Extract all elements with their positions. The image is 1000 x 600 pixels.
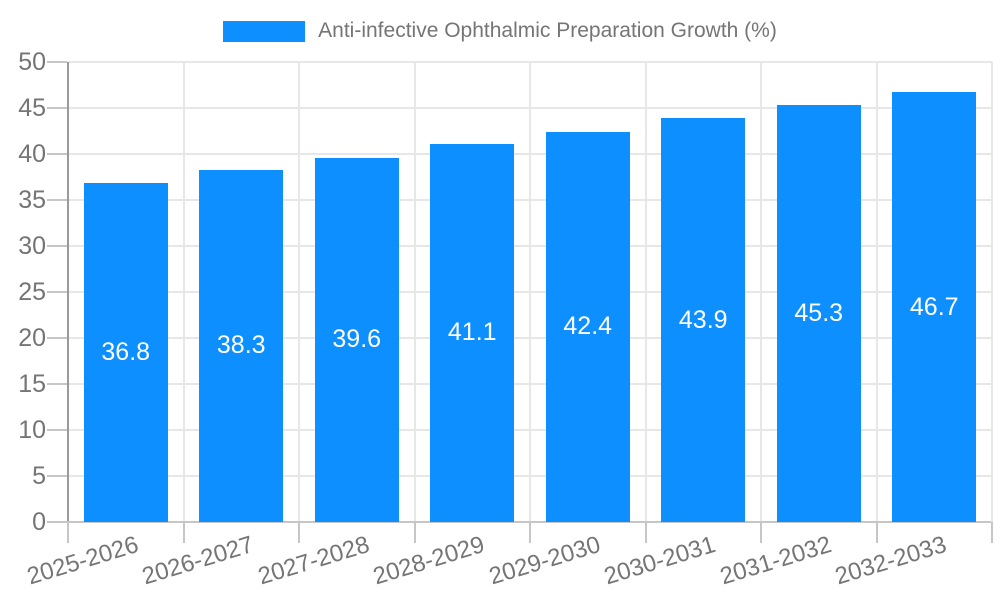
x-tick bbox=[991, 522, 993, 543]
x-tick bbox=[67, 522, 69, 543]
y-axis-tick-label: 5 bbox=[32, 462, 46, 490]
v-gridline bbox=[760, 62, 762, 522]
v-gridline bbox=[413, 62, 416, 522]
bar-value-label: 41.1 bbox=[447, 318, 497, 347]
bar: 38.3 bbox=[199, 169, 284, 522]
y-axis-tick-label: 30 bbox=[18, 232, 46, 260]
y-axis-tick-label: 10 bbox=[18, 416, 46, 444]
y-tick bbox=[47, 199, 67, 201]
bar-value-label: 46.7 bbox=[909, 292, 959, 321]
bar-value-label: 36.8 bbox=[101, 338, 151, 367]
y-axis-tick-label: 50 bbox=[18, 48, 46, 76]
y-axis-tick-label: 40 bbox=[18, 140, 46, 168]
v-gridline bbox=[182, 62, 185, 522]
y-axis-tick-label: 0 bbox=[32, 508, 46, 536]
plot-area: 0 5 10 15 20 25 30 35 40 45 50 36.8 38.3 39.6 41.1 42.4… bbox=[18, 48, 993, 590]
bar: 41.1 bbox=[430, 143, 515, 522]
x-tick bbox=[413, 522, 416, 543]
v-gridline bbox=[991, 62, 993, 522]
bar-value-label: 45.3 bbox=[794, 299, 844, 328]
x-axis-line bbox=[67, 521, 991, 523]
y-tick bbox=[47, 153, 67, 155]
bar-value-label: 42.4 bbox=[563, 312, 613, 341]
bar: 39.6 bbox=[314, 157, 399, 522]
v-gridline bbox=[529, 62, 531, 522]
x-tick bbox=[182, 522, 185, 543]
y-axis-tick-label: 20 bbox=[18, 324, 46, 352]
chart-legend: Anti-infective Ophthalmic Preparation Gr… bbox=[0, 19, 1000, 43]
y-tick bbox=[47, 475, 67, 477]
y-axis-line bbox=[67, 62, 69, 522]
bar: 43.9 bbox=[661, 118, 746, 522]
bar: 45.3 bbox=[776, 105, 861, 522]
y-tick bbox=[47, 245, 67, 247]
y-tick bbox=[47, 61, 67, 63]
x-tick bbox=[875, 522, 878, 543]
x-tick bbox=[644, 522, 647, 543]
bar-value-label: 38.3 bbox=[216, 331, 266, 360]
bar-value-label: 39.6 bbox=[332, 325, 382, 354]
legend-label: Anti-infective Ophthalmic Preparation Gr… bbox=[318, 19, 777, 42]
y-axis-tick-label: 15 bbox=[18, 370, 46, 398]
y-axis-tick-label: 45 bbox=[18, 94, 46, 122]
y-tick bbox=[47, 107, 67, 109]
y-tick bbox=[47, 337, 67, 339]
y-tick bbox=[47, 291, 67, 293]
bar: 42.4 bbox=[545, 131, 630, 522]
v-gridline bbox=[298, 62, 300, 522]
y-tick bbox=[47, 521, 67, 523]
bar: 46.7 bbox=[892, 92, 977, 522]
bar: 36.8 bbox=[83, 183, 168, 522]
v-gridline bbox=[644, 62, 647, 522]
legend-swatch bbox=[223, 20, 306, 42]
x-tick bbox=[760, 522, 762, 543]
x-tick bbox=[529, 522, 531, 543]
y-tick bbox=[47, 383, 67, 385]
x-tick bbox=[298, 522, 300, 543]
y-axis-tick-label: 35 bbox=[18, 186, 46, 214]
bar-value-label: 43.9 bbox=[678, 305, 728, 334]
y-tick bbox=[47, 429, 67, 431]
v-gridline bbox=[875, 62, 878, 522]
y-axis-tick-label: 25 bbox=[18, 278, 46, 306]
